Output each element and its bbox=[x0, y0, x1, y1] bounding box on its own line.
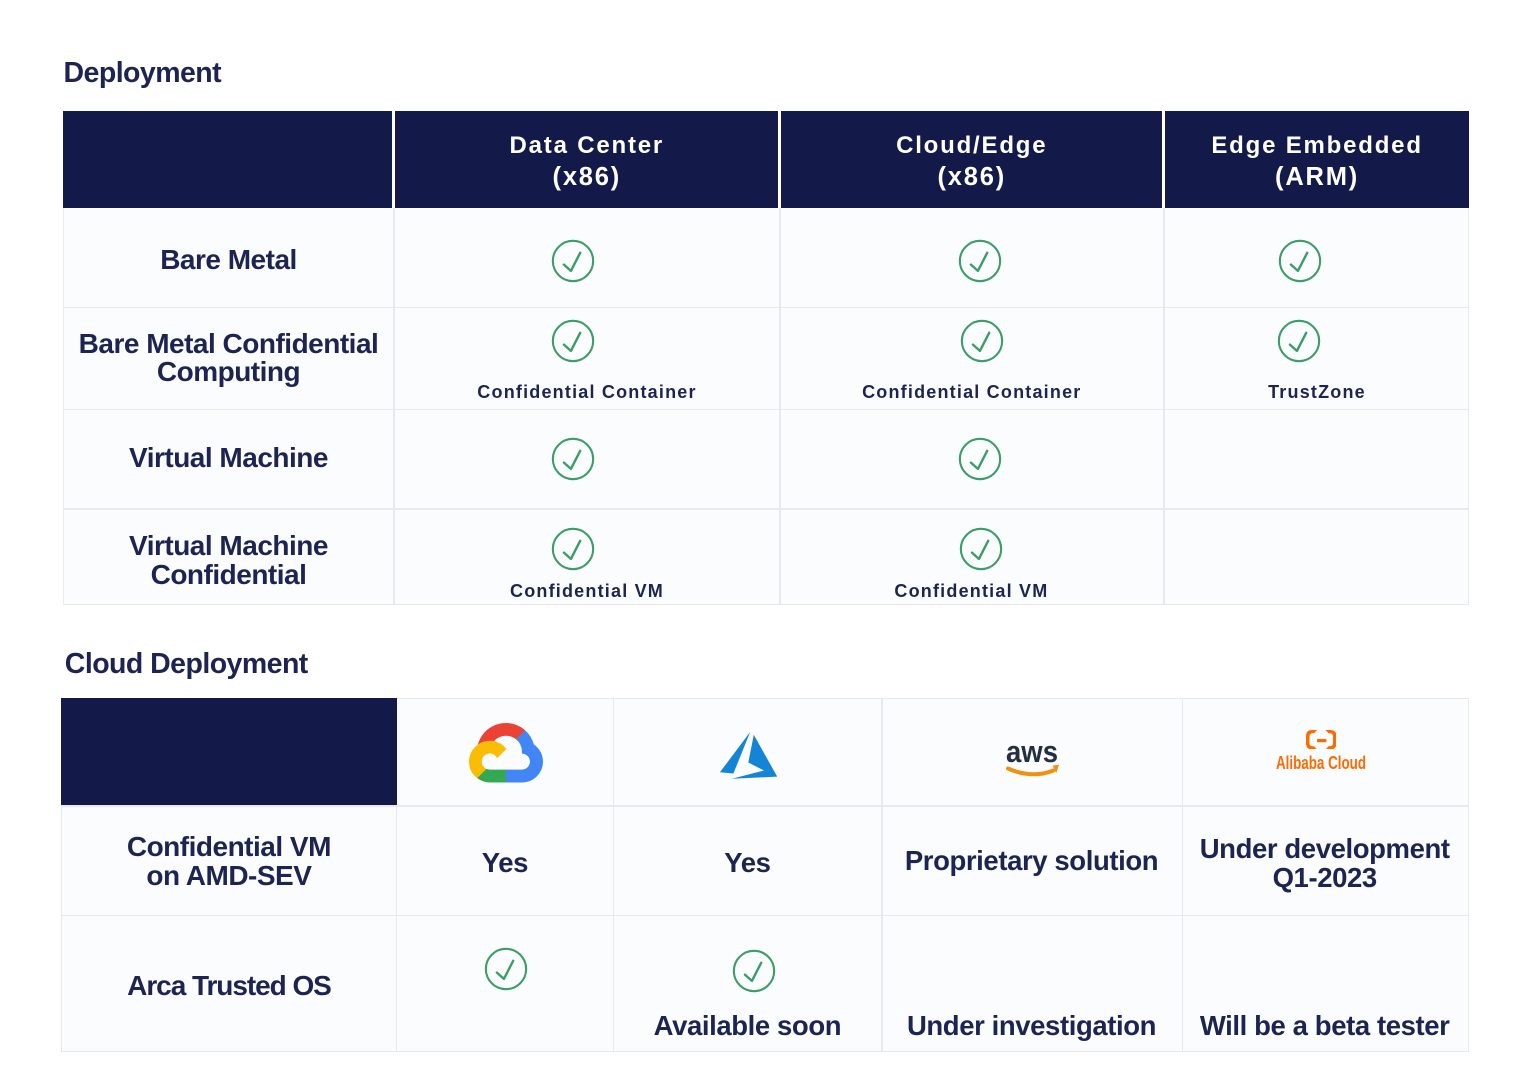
svg-text:Alibaba Cloud: Alibaba Cloud bbox=[1276, 753, 1366, 773]
svg-text:aws: aws bbox=[1006, 734, 1058, 769]
